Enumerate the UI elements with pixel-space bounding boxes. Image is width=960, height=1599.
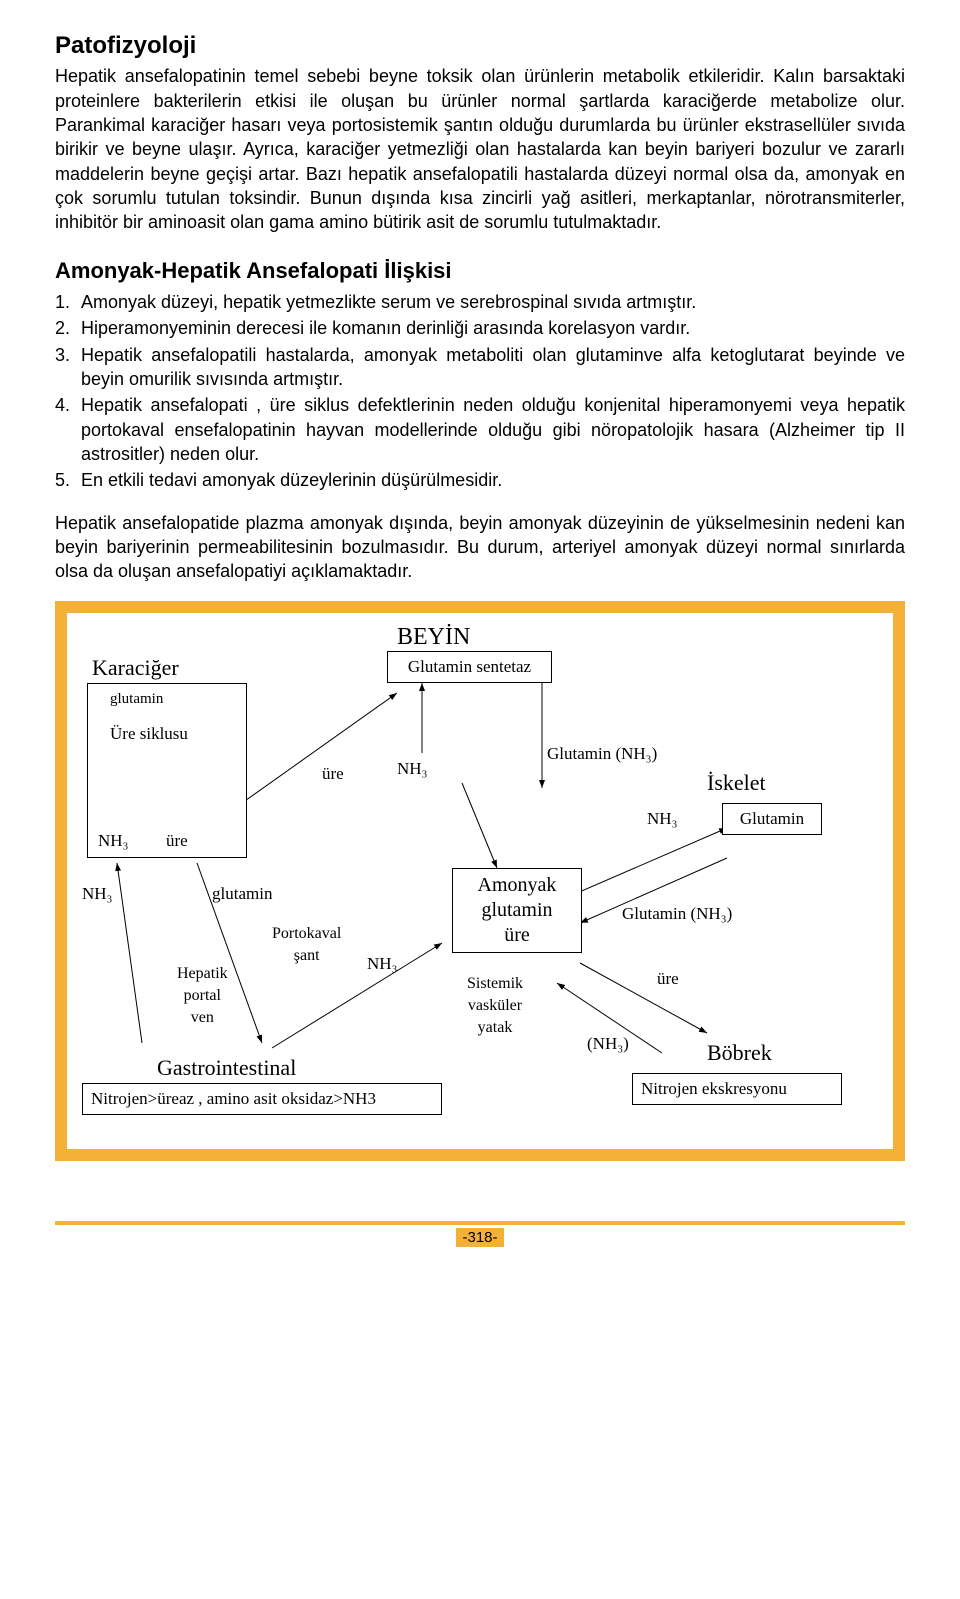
- section-title-patofizyoloji: Patofizyoloji: [55, 30, 905, 62]
- lbl-nh3-isk: NH₃: [647, 808, 677, 831]
- amonyak-after-para: Hepatik ansefalopatide plazma amonyak dı…: [55, 511, 905, 584]
- diagram-title-bobrek: Böbrek: [707, 1038, 772, 1068]
- node-karaciger-box: glutamin Üre siklusu NH₃ üre: [87, 683, 247, 858]
- lbl-sistemik: Sistemik vasküler yatak: [467, 973, 523, 1038]
- lbl-ure-bobrek: üre: [657, 968, 679, 991]
- lbl-nh3-bobrek: (NH₃): [587, 1033, 629, 1056]
- lbl-glut-gi: glutamin: [212, 883, 272, 906]
- diagram-title-iskelet: İskelet: [707, 768, 766, 798]
- list-item: 5.En etkili tedavi amonyak düzeylerinin …: [55, 468, 905, 492]
- footer-rule: [55, 1221, 905, 1225]
- list-item: 2.Hiperamonyeminin derecesi ile komanın …: [55, 316, 905, 340]
- list-item: 3.Hepatik ansefalopatili hastalarda, amo…: [55, 343, 905, 392]
- lbl-nh3-up: NH₃: [397, 758, 427, 781]
- node-iskelet-glutamin: Glutamin: [722, 803, 822, 834]
- lbl-hep-portal: Hepatik portal ven: [177, 963, 228, 1028]
- amonyak-list: 1.Amonyak düzeyi, hepatik yetmezlikte se…: [55, 290, 905, 492]
- node-glutamin-sentetaz: Glutamin sentetaz: [387, 651, 552, 682]
- node-merkez: Amonyak glutamin üre: [452, 868, 582, 953]
- lbl-glutnh3-isk: Glutamin (NH₃): [622, 903, 732, 926]
- node-gi-box: Nitrojen>üreaz , amino asit oksidaz>NH3: [82, 1083, 442, 1114]
- list-item: 1.Amonyak düzeyi, hepatik yetmezlikte se…: [55, 290, 905, 314]
- patofizyoloji-body: Hepatik ansefalopatinin temel sebebi bey…: [55, 64, 905, 234]
- node-bobrek-box: Nitrojen ekskresyonu: [632, 1073, 842, 1104]
- diagram-title-beyin: BEYİN: [397, 621, 470, 653]
- lbl-portokaval: Portokaval şant: [272, 923, 341, 966]
- diagram-title-gi: Gastrointestinal: [157, 1053, 296, 1083]
- page-number: -318-: [55, 1228, 905, 1248]
- lbl-nh3-gi: NH₃: [82, 883, 112, 906]
- lbl-ure-up: üre: [322, 763, 344, 786]
- diagram-title-karaciger: Karaciğer: [92, 653, 179, 683]
- ammonia-cycle-diagram: BEYİN Karaciğer İskelet Gastrointestinal…: [55, 601, 905, 1161]
- lbl-glutnh3-r: Glutamin (NH₃): [547, 743, 657, 766]
- list-item: 4.Hepatik ansefalopati , üre siklus defe…: [55, 393, 905, 466]
- section-title-amonyak: Amonyak-Hepatik Ansefalopati İlişkisi: [55, 256, 905, 286]
- lbl-nh3-porto: NH₃: [367, 953, 397, 976]
